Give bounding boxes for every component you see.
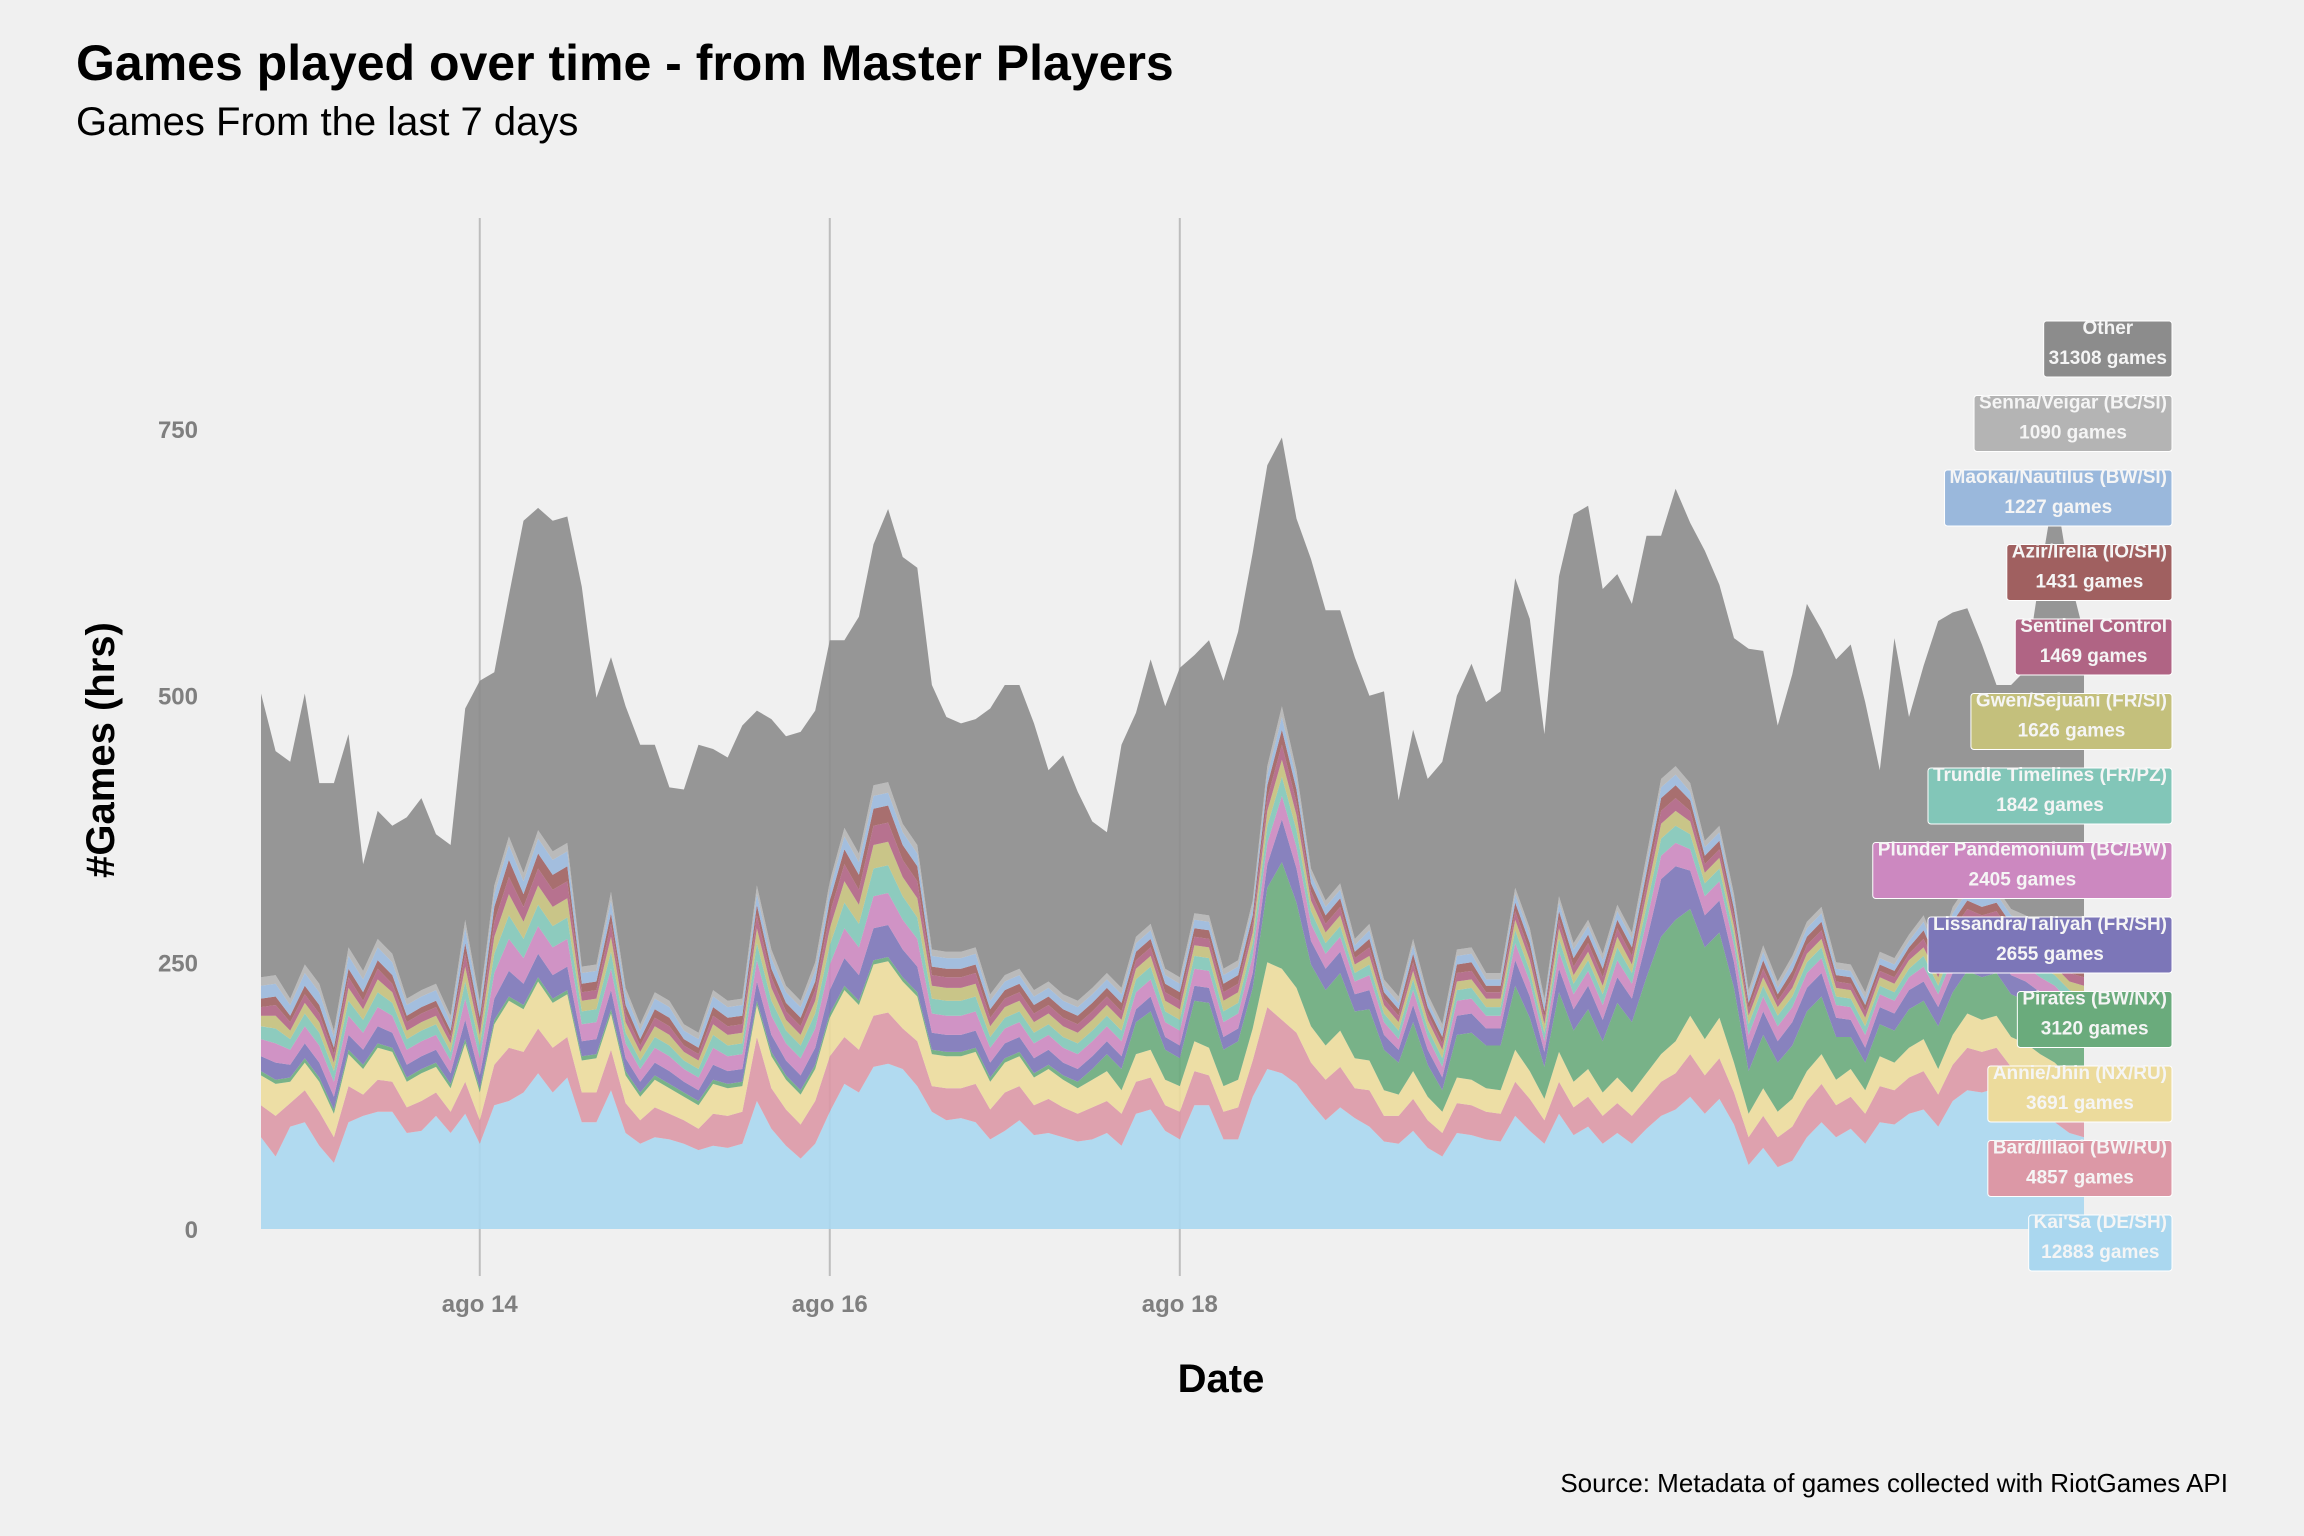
series-label-name: Kai'Sa (DE/SH) bbox=[2034, 1212, 2167, 1233]
series-label-count: 2405 games bbox=[1969, 870, 2077, 891]
series-label-name: Azir/Irelia (IO/SH) bbox=[2012, 542, 2167, 563]
series-label-name: Senna/Veigar (BC/SI) bbox=[1979, 393, 2167, 414]
series-label: Pirates (BW/NX) 3120 games bbox=[2016, 989, 2173, 1048]
y-axis-title: #Games (hrs) bbox=[79, 622, 123, 878]
series-label-name: Pirates (BW/NX) bbox=[2022, 989, 2167, 1010]
series-label-box bbox=[1927, 767, 2173, 825]
series-label-name: Sentinel Control bbox=[2020, 616, 2167, 637]
series-label-count: 4857 games bbox=[2026, 1168, 2134, 1189]
y-tick-label: 500 bbox=[158, 684, 198, 711]
series-label-box bbox=[2016, 991, 2173, 1048]
series-label-count: 1626 games bbox=[2018, 721, 2126, 742]
x-tick-label: ago 16 bbox=[792, 1291, 868, 1318]
series-label-box bbox=[2043, 320, 2173, 378]
series-label: Annie/Jhin (NX/RU) 3691 games bbox=[1987, 1063, 2173, 1123]
series-label-box bbox=[2014, 618, 2173, 676]
series-label-name: Gwen/Sejuani (FR/SI) bbox=[1976, 691, 2167, 712]
series-label: Lissandra/Taliyah (FR/SH) 2655 games bbox=[1927, 914, 2173, 974]
series-label-name: Lissandra/Taliyah (FR/SH) bbox=[1933, 914, 2167, 935]
x-tick-label: ago 18 bbox=[1142, 1291, 1218, 1318]
series-label: Azir/Irelia (IO/SH) 1431 games bbox=[2006, 542, 2173, 601]
series-label-box bbox=[1944, 469, 2173, 527]
series-label: Maokai/Nautilus (BW/SI) 1227 games bbox=[1944, 467, 2173, 527]
y-tick-label: 750 bbox=[158, 417, 198, 444]
chart-subtitle: Games From the last 7 days bbox=[76, 100, 579, 144]
series-label-box bbox=[1987, 1065, 2173, 1123]
area-series bbox=[261, 437, 2084, 1033]
x-tick-label: ago 14 bbox=[442, 1291, 519, 1318]
series-label-count: 1842 games bbox=[1996, 795, 2104, 816]
series-label-count: 2655 games bbox=[1996, 944, 2104, 965]
area-series bbox=[261, 759, 2084, 1072]
series-label-name: Maokai/Nautilus (BW/SI) bbox=[1950, 467, 2167, 488]
series-label-name: Annie/Jhin (NX/RU) bbox=[1993, 1063, 2167, 1084]
series-label-name: Other bbox=[2082, 318, 2133, 339]
series-label-count: 12883 games bbox=[2041, 1242, 2159, 1263]
area-series bbox=[261, 717, 2084, 1048]
series-label-count: 1469 games bbox=[2040, 646, 2148, 667]
series-label: Other 31308 games bbox=[2043, 318, 2173, 378]
series-label-count: 3120 games bbox=[2041, 1019, 2149, 1040]
area-series bbox=[261, 776, 2084, 1082]
series-label-box bbox=[1927, 916, 2173, 974]
area-series bbox=[261, 744, 2084, 1063]
series-label: Senna/Veigar (BC/SI) 1090 games bbox=[1973, 393, 2173, 452]
area-series bbox=[261, 706, 2084, 1040]
series-label-name: Trundle Timelines (FR/PZ) bbox=[1933, 765, 2167, 786]
series-label-box bbox=[1970, 693, 2173, 750]
area-series bbox=[261, 862, 2084, 1114]
series-label-count: 3691 games bbox=[2026, 1093, 2134, 1114]
y-tick-label: 0 bbox=[185, 1217, 198, 1244]
y-tick-label: 250 bbox=[158, 950, 198, 977]
area-series bbox=[261, 1007, 2084, 1168]
x-axis-title: Date bbox=[1178, 1357, 1265, 1401]
series-label: Plunder Pandemonium (BC/BW) 2405 games bbox=[1872, 840, 2173, 899]
series-label-count: 1227 games bbox=[2004, 497, 2112, 518]
series-label: Gwen/Sejuani (FR/SI) 1626 games bbox=[1970, 691, 2173, 750]
series-label-box bbox=[1872, 842, 2173, 899]
series-label: Bard/Illaoi (BW/RU) 4857 games bbox=[1987, 1138, 2173, 1197]
chart-caption: Source: Metadata of games collected with… bbox=[1560, 1468, 2228, 1498]
series-label-count: 1090 games bbox=[2019, 423, 2127, 444]
area-series bbox=[261, 819, 2084, 1110]
area-series bbox=[261, 729, 2084, 1055]
series-label-count: 1431 games bbox=[2036, 572, 2144, 593]
series-label-box bbox=[2028, 1214, 2173, 1272]
series-label-box bbox=[1973, 395, 2173, 452]
area-series bbox=[261, 795, 2084, 1097]
chart-title: Games played over time - from Master Pla… bbox=[76, 35, 1174, 91]
series-label: Kai'Sa (DE/SH) 12883 games bbox=[2028, 1212, 2173, 1272]
area-series bbox=[261, 961, 2084, 1138]
series-label: Sentinel Control 1469 games bbox=[2014, 616, 2173, 676]
area-series bbox=[261, 1063, 2084, 1229]
series-label-name: Plunder Pandemonium (BC/BW) bbox=[1878, 840, 2167, 861]
series-label: Trundle Timelines (FR/PZ) 1842 games bbox=[1927, 765, 2173, 825]
series-label-count: 31308 games bbox=[2049, 348, 2167, 369]
series-label-box bbox=[1987, 1140, 2173, 1197]
series-label-box bbox=[2006, 544, 2173, 601]
series-label-name: Bard/Illaoi (BW/RU) bbox=[1993, 1138, 2167, 1159]
